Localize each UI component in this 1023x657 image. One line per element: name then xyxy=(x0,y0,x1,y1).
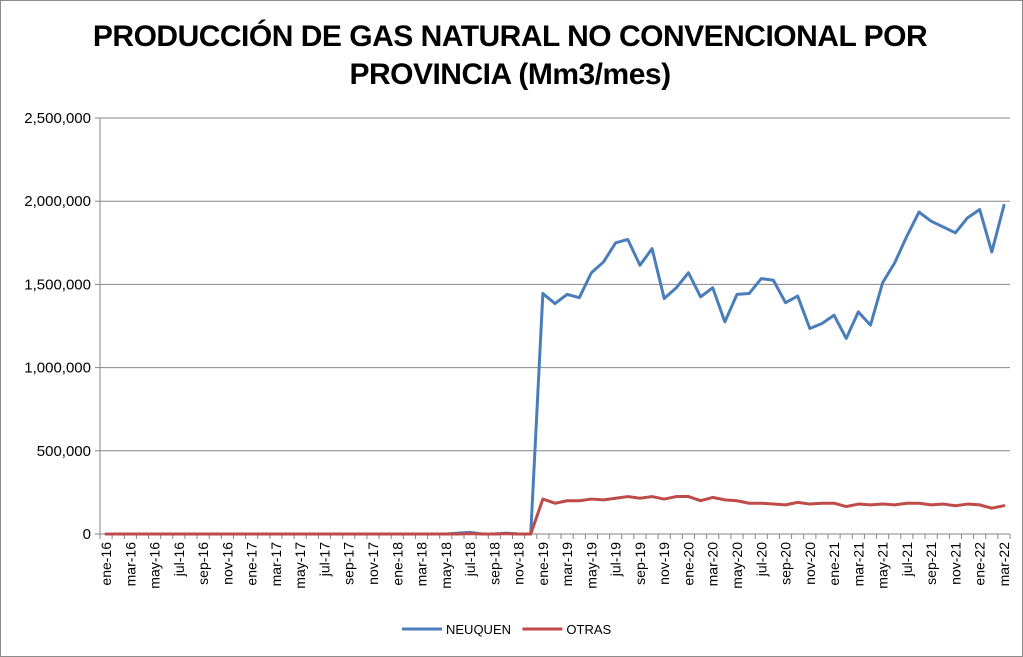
x-tick-label: ene-22 xyxy=(972,542,988,586)
x-tick-label: nov-17 xyxy=(365,542,381,585)
x-tick-label: nov-19 xyxy=(656,542,672,585)
x-tick-label: nov-16 xyxy=(219,542,235,585)
x-tick-label: sep-16 xyxy=(195,542,211,585)
x-tick-label: mar-22 xyxy=(996,542,1012,587)
y-tick-label: 2,000,000 xyxy=(24,193,91,210)
x-tick-label: ene-19 xyxy=(535,542,551,586)
y-tick-label: 2,500,000 xyxy=(24,110,91,127)
y-tick-label: 1,000,000 xyxy=(24,360,91,377)
x-tick-label: nov-18 xyxy=(511,542,527,585)
legend-label-otras: OTRAS xyxy=(566,622,611,637)
y-tick-label: 1,500,000 xyxy=(24,276,91,293)
series-line-neuquen xyxy=(104,203,1006,536)
x-tick-label: sep-17 xyxy=(341,542,357,585)
x-tick-label: sep-19 xyxy=(632,542,648,585)
x-tick-label: may-21 xyxy=(875,542,891,589)
x-tick-label: sep-21 xyxy=(923,542,939,585)
x-tick-label: may-18 xyxy=(438,542,454,589)
x-tick-label: may-17 xyxy=(292,542,308,589)
y-tick-label: 0 xyxy=(83,526,91,543)
x-tick-label: may-20 xyxy=(729,542,745,589)
x-tick-label: jul-17 xyxy=(316,542,332,577)
x-tick-label: nov-21 xyxy=(947,542,963,585)
x-tick-label: jul-19 xyxy=(608,542,624,577)
x-tick-label: ene-20 xyxy=(680,542,696,586)
y-tick-label: 500,000 xyxy=(37,443,91,460)
x-tick-label: ene-21 xyxy=(826,542,842,586)
x-tick-label: nov-20 xyxy=(802,542,818,585)
x-tick-label: mar-18 xyxy=(414,542,430,587)
x-tick-label: mar-16 xyxy=(122,542,138,587)
series-line-otras xyxy=(104,495,1006,536)
x-tick-label: mar-17 xyxy=(268,542,284,587)
x-tick-label: mar-20 xyxy=(705,542,721,587)
x-tick-label: may-16 xyxy=(147,542,163,589)
x-tick-label: ene-17 xyxy=(244,542,260,586)
x-tick-label: jul-21 xyxy=(899,542,915,577)
chart-title-line-1: PRODUCCIÓN DE GAS NATURAL NO CONVENCIONA… xyxy=(92,20,928,53)
x-tick-label: ene-18 xyxy=(389,542,405,586)
x-tick-label: jul-20 xyxy=(753,542,769,577)
chart-title-line-2: PROVINCIA (Mm3/mes) xyxy=(349,58,671,91)
x-tick-label: sep-20 xyxy=(778,542,794,585)
chart-title: PRODUCCIÓN DE GAS NATURAL NO CONVENCIONA… xyxy=(60,18,960,94)
legend-label-neuquen: NEUQUEN xyxy=(446,622,511,637)
x-tick-label: jul-16 xyxy=(171,542,187,577)
x-tick-label: ene-16 xyxy=(98,542,114,586)
x-tick-label: mar-21 xyxy=(850,542,866,587)
x-tick-label: sep-18 xyxy=(486,542,502,585)
x-tick-label: mar-19 xyxy=(559,542,575,587)
x-tick-label: may-19 xyxy=(583,542,599,589)
x-tick-label: jul-18 xyxy=(462,542,478,577)
